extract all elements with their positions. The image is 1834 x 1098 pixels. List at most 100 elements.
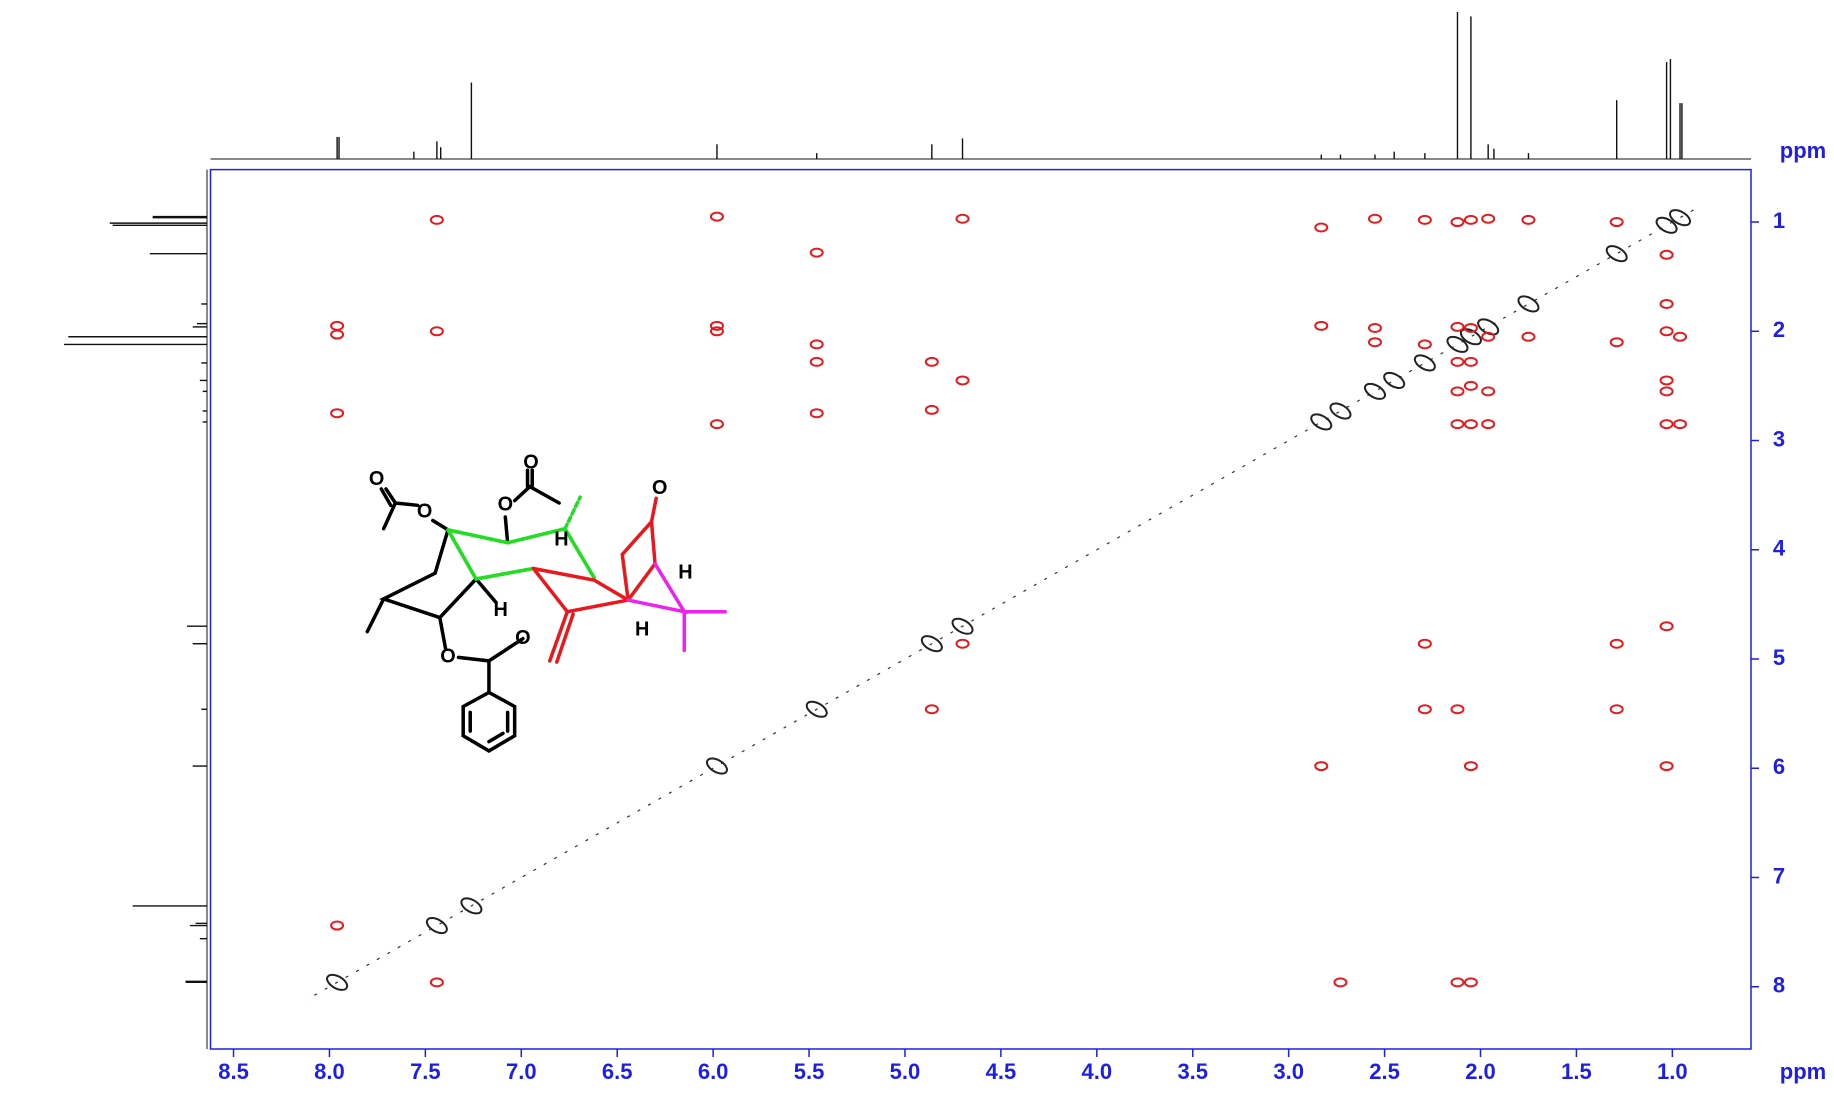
plot-frame xyxy=(211,170,1752,1049)
x-tick-label: 7.0 xyxy=(506,1059,537,1084)
cross-peak xyxy=(1465,978,1477,986)
x-tick-label: 4.5 xyxy=(986,1059,1017,1084)
cross-peak xyxy=(1315,762,1327,770)
cross-peak xyxy=(1611,640,1623,648)
diagonal-peak xyxy=(1445,334,1470,355)
cross-peak xyxy=(1465,358,1477,366)
cross-peak xyxy=(1661,376,1673,384)
cross-peak xyxy=(811,249,823,257)
cross-peak xyxy=(811,340,823,348)
cross-peak xyxy=(1419,640,1431,648)
x-tick-label: 8.5 xyxy=(218,1059,249,1084)
cross-peak xyxy=(1451,978,1463,986)
x-axis-label: ppm xyxy=(1780,1059,1826,1084)
cross-peak xyxy=(1419,705,1431,713)
atom-label: H xyxy=(678,561,692,583)
cross-peak xyxy=(1451,705,1463,713)
cross-peak xyxy=(1661,622,1673,630)
cross-peak xyxy=(957,376,969,384)
cross-peak xyxy=(1315,223,1327,231)
x-tick-label: 5.5 xyxy=(794,1059,825,1084)
cross-peak xyxy=(1369,215,1381,223)
y-tick-label: 8 xyxy=(1773,973,1785,998)
cross-peak xyxy=(1611,705,1623,713)
atom-label: H xyxy=(554,529,568,551)
diagonal-peak xyxy=(1476,316,1501,337)
x-tick-label: 6.0 xyxy=(698,1059,729,1084)
cross-peak xyxy=(1674,333,1686,341)
y-tick-label: 5 xyxy=(1773,645,1785,670)
cross-peak xyxy=(1465,420,1477,428)
cross-peak xyxy=(1419,340,1431,348)
cross-peak xyxy=(331,409,343,417)
cross-peak xyxy=(1451,323,1463,331)
cross-peak xyxy=(1522,333,1534,341)
atom-label: O xyxy=(498,494,513,516)
diagonal-peak xyxy=(424,915,449,936)
x-tick-label: 7.5 xyxy=(410,1059,441,1084)
cross-peak xyxy=(1661,762,1673,770)
cross-peak xyxy=(431,216,443,224)
cross-peak xyxy=(1661,420,1673,428)
cross-peak xyxy=(1451,358,1463,366)
y-tick-label: 2 xyxy=(1773,317,1785,342)
cross-peak xyxy=(926,406,938,414)
diagonal xyxy=(306,210,1693,1000)
x-tick-label: 4.0 xyxy=(1082,1059,1113,1084)
cross-peak xyxy=(1661,387,1673,395)
cross-peak xyxy=(1482,215,1494,223)
cross-peak xyxy=(1369,338,1381,346)
atom-label: H xyxy=(635,619,649,641)
cross-peak xyxy=(331,331,343,339)
x-tick-label: 3.5 xyxy=(1177,1059,1208,1084)
cross-peak xyxy=(811,358,823,366)
x-tick-label: 3.0 xyxy=(1273,1059,1304,1084)
y-tick-label: 4 xyxy=(1773,536,1786,561)
diagonal-peak xyxy=(1516,293,1541,314)
atom-label: O xyxy=(652,477,667,499)
cross-peak xyxy=(1315,322,1327,330)
atom-label: O xyxy=(523,451,538,473)
y-tick-label: 3 xyxy=(1773,426,1785,451)
cross-peak xyxy=(811,409,823,417)
cross-peak xyxy=(1419,216,1431,224)
cross-peak xyxy=(1661,327,1673,335)
cross-peak xyxy=(1451,387,1463,395)
cross-peak xyxy=(926,705,938,713)
diagonal-peak xyxy=(1382,370,1407,391)
x-tick-label: 6.5 xyxy=(602,1059,633,1084)
chart: 8.58.07.57.06.56.05.55.04.54.03.53.02.52… xyxy=(0,0,1834,1098)
cross-peak xyxy=(331,922,343,930)
x-tick-label: 5.0 xyxy=(890,1059,921,1084)
atom-label: O xyxy=(515,627,530,649)
atom-label: O xyxy=(417,501,432,523)
cross-peak xyxy=(957,640,969,648)
structure-green-bonds xyxy=(448,497,594,579)
cross-peak xyxy=(711,213,723,221)
atom-label: O xyxy=(369,468,384,490)
structure: O O O O O O O H H H H xyxy=(367,451,725,750)
cross-peak xyxy=(1611,218,1623,226)
cross-peak xyxy=(957,215,969,223)
cross-peak xyxy=(1465,382,1477,390)
x-tick-label: 1.0 xyxy=(1657,1059,1688,1084)
cross-peak xyxy=(431,327,443,335)
y-tick-label: 6 xyxy=(1773,754,1785,779)
cross-peak xyxy=(431,978,443,986)
cross-peak xyxy=(711,420,723,428)
diagonal-peak xyxy=(1309,411,1334,432)
cross-peak xyxy=(1451,420,1463,428)
x-tick-label: 8.0 xyxy=(314,1059,345,1084)
cross-peak xyxy=(711,327,723,335)
x-tick-label: 1.5 xyxy=(1561,1059,1592,1084)
diagonal-peak xyxy=(1362,381,1387,402)
atom-label: O xyxy=(440,646,455,668)
structure-black-bonds xyxy=(367,470,559,751)
cross-peak xyxy=(1611,338,1623,346)
cross-peak xyxy=(1465,216,1477,224)
cross-peak xyxy=(1674,420,1686,428)
cross-peak xyxy=(1661,300,1673,308)
cross-peak xyxy=(1334,978,1346,986)
cross-peak xyxy=(926,358,938,366)
